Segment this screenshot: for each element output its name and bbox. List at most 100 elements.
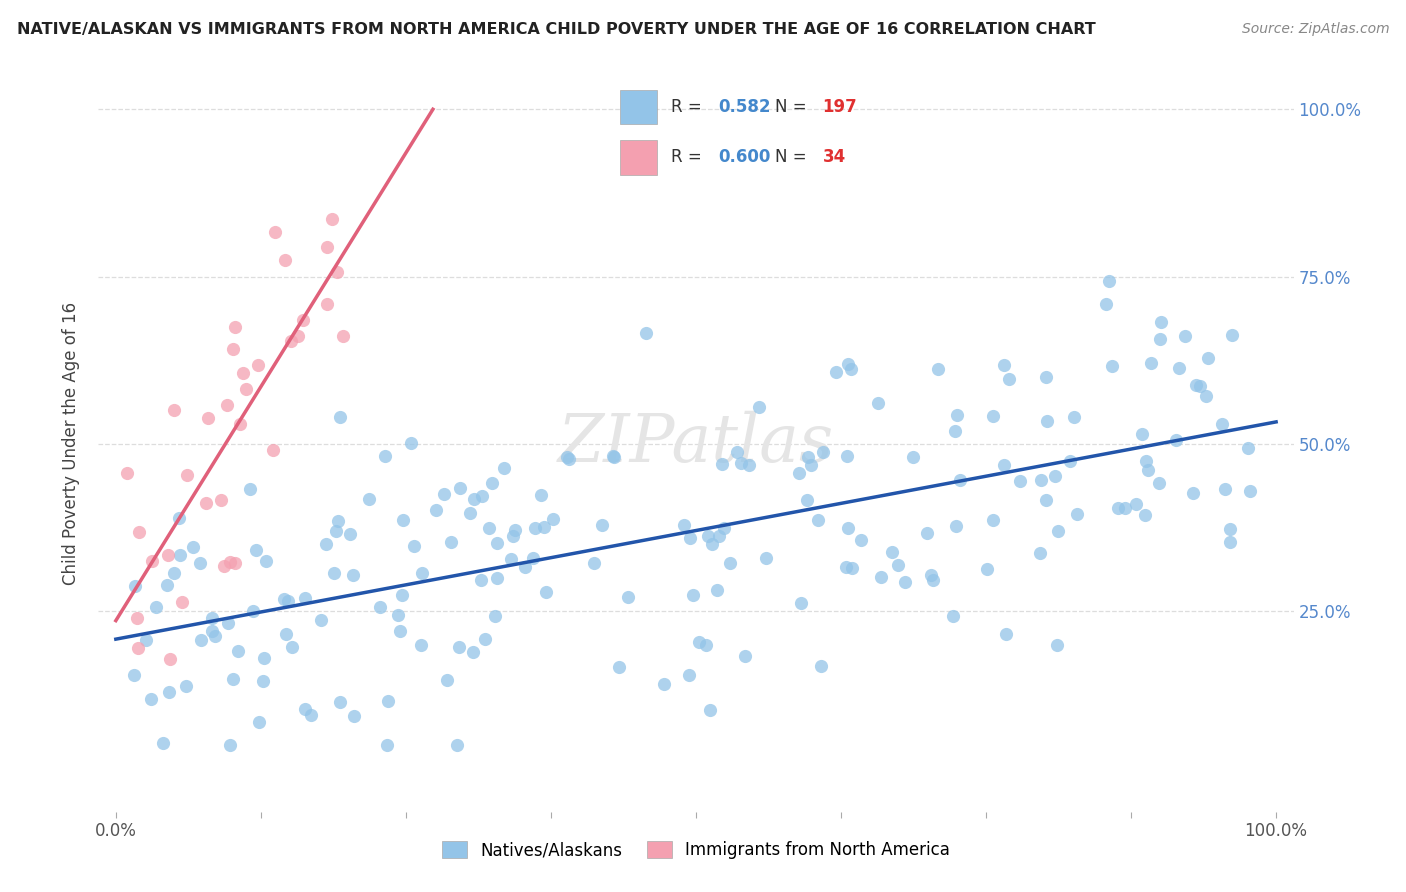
Point <box>1125 497 1147 511</box>
Point <box>343 709 366 723</box>
Text: 197: 197 <box>823 98 858 116</box>
Point <box>235 382 257 396</box>
Point <box>1195 389 1218 403</box>
Point <box>1031 473 1053 487</box>
Point <box>190 632 212 647</box>
Point <box>326 514 349 528</box>
Point <box>321 212 343 227</box>
Point <box>789 466 811 480</box>
Point <box>411 566 433 580</box>
Point <box>915 525 938 540</box>
Point <box>1219 535 1241 549</box>
Point <box>1181 486 1204 500</box>
Point <box>702 537 724 551</box>
Text: 0.582: 0.582 <box>718 98 770 116</box>
Point <box>837 449 859 463</box>
Point <box>738 458 761 472</box>
Point <box>1135 454 1157 468</box>
Point <box>478 521 501 535</box>
Point <box>436 673 458 687</box>
Point <box>706 583 728 598</box>
Point <box>522 551 544 566</box>
Point <box>188 557 211 571</box>
Point <box>128 524 150 539</box>
Point <box>921 573 943 587</box>
Point <box>228 644 250 658</box>
Point <box>325 524 347 538</box>
Point <box>1059 454 1081 468</box>
Point <box>232 366 254 380</box>
Point <box>927 361 949 376</box>
Point <box>1046 524 1069 538</box>
Point <box>262 443 284 458</box>
Point <box>755 550 778 565</box>
Point <box>607 660 630 674</box>
Point <box>602 449 624 463</box>
Point <box>880 545 903 559</box>
Point <box>734 649 756 664</box>
Point <box>253 651 276 665</box>
Point <box>825 365 848 379</box>
Point <box>583 557 606 571</box>
Point <box>470 573 492 587</box>
Point <box>471 489 494 503</box>
Point <box>837 521 859 535</box>
Point <box>718 556 741 570</box>
Point <box>1035 414 1057 428</box>
Point <box>901 450 924 465</box>
Point <box>945 424 967 438</box>
Point <box>145 600 167 615</box>
Point <box>1184 378 1206 392</box>
Point <box>246 358 269 372</box>
Point <box>1188 379 1211 393</box>
Point <box>328 695 350 709</box>
Point <box>1066 507 1088 521</box>
Text: R =: R = <box>671 98 707 116</box>
Point <box>484 609 506 624</box>
Point <box>374 449 396 463</box>
Point <box>325 265 347 279</box>
Point <box>543 512 565 526</box>
Point <box>555 450 578 465</box>
Point <box>141 554 163 568</box>
Point <box>449 481 471 495</box>
Point <box>695 638 717 652</box>
Point <box>835 560 858 574</box>
Point <box>682 588 704 602</box>
Point <box>139 691 162 706</box>
Point <box>699 702 721 716</box>
Point <box>264 225 287 239</box>
Point <box>212 558 235 573</box>
Text: R =: R = <box>671 148 707 166</box>
Point <box>316 240 339 254</box>
Point <box>602 450 624 464</box>
Point <box>730 456 752 470</box>
Point <box>229 417 252 431</box>
Point <box>811 444 834 458</box>
Point <box>1095 296 1118 310</box>
Point <box>204 629 226 643</box>
Point <box>713 520 735 534</box>
Point <box>342 567 364 582</box>
Point <box>994 627 1017 641</box>
Point <box>217 616 239 631</box>
Point <box>837 357 859 371</box>
Point <box>242 604 264 618</box>
Point <box>920 568 942 582</box>
Point <box>678 667 700 681</box>
Point <box>1035 370 1057 384</box>
Point <box>534 585 557 599</box>
Point <box>1028 546 1050 560</box>
Point <box>194 496 217 510</box>
Point <box>800 458 823 473</box>
Point <box>797 450 820 464</box>
Point <box>1098 274 1121 288</box>
Point <box>463 491 485 506</box>
Point <box>222 672 245 686</box>
Point <box>502 529 524 543</box>
Point <box>672 518 695 533</box>
Point <box>1114 501 1136 516</box>
Point <box>748 401 770 415</box>
Point <box>159 652 181 666</box>
Point <box>807 513 830 527</box>
